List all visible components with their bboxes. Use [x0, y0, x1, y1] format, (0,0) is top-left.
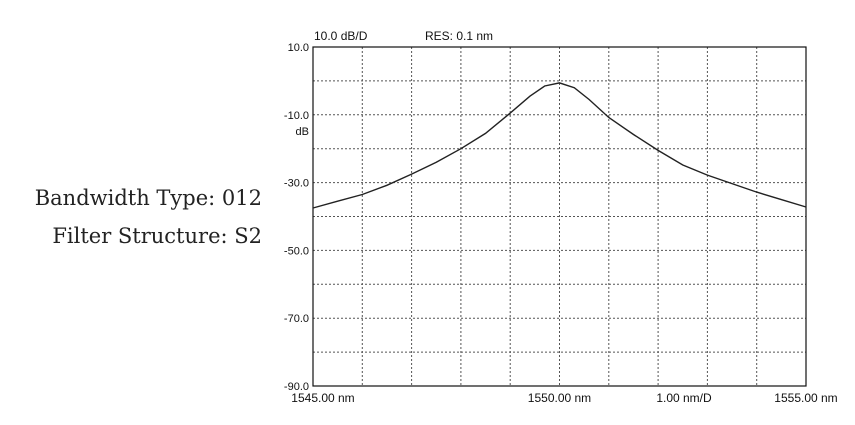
y-tick-label: 10.0 — [288, 42, 309, 54]
x-span-label: 1.00 nm/D — [656, 391, 712, 405]
x-tick-label: 1545.00 nm — [291, 391, 354, 405]
spectrum-trace — [312, 82, 807, 209]
y-tick-label: -10.0 — [284, 110, 309, 122]
y-tick-label: -90.0 — [284, 381, 309, 393]
filter-structure-label: Filter Structure: S2 — [52, 224, 262, 248]
plot-frame — [312, 46, 807, 387]
y-tick-label: -30.0 — [284, 178, 309, 190]
x-tick-labels: 1545.00 nm 1550.00 nm 1555.00 nm — [291, 391, 837, 405]
y-tick-label: -70.0 — [284, 313, 309, 325]
x-tick-label: 1550.00 nm — [528, 391, 591, 405]
y-unit-label: dB — [296, 126, 309, 138]
grid-lines — [313, 47, 806, 386]
y-tick-labels: 10.0 -10.0 -30.0 -50.0 -70.0 -90.0 — [284, 42, 309, 393]
x-tick-label: 1555.00 nm — [774, 391, 837, 405]
scale-label: 10.0 dB/D — [314, 29, 368, 43]
y-tick-label: -50.0 — [284, 245, 309, 257]
resolution-label: RES: 0.1 nm — [425, 29, 493, 43]
bandwidth-type-label: Bandwidth Type: 012 — [34, 186, 262, 210]
